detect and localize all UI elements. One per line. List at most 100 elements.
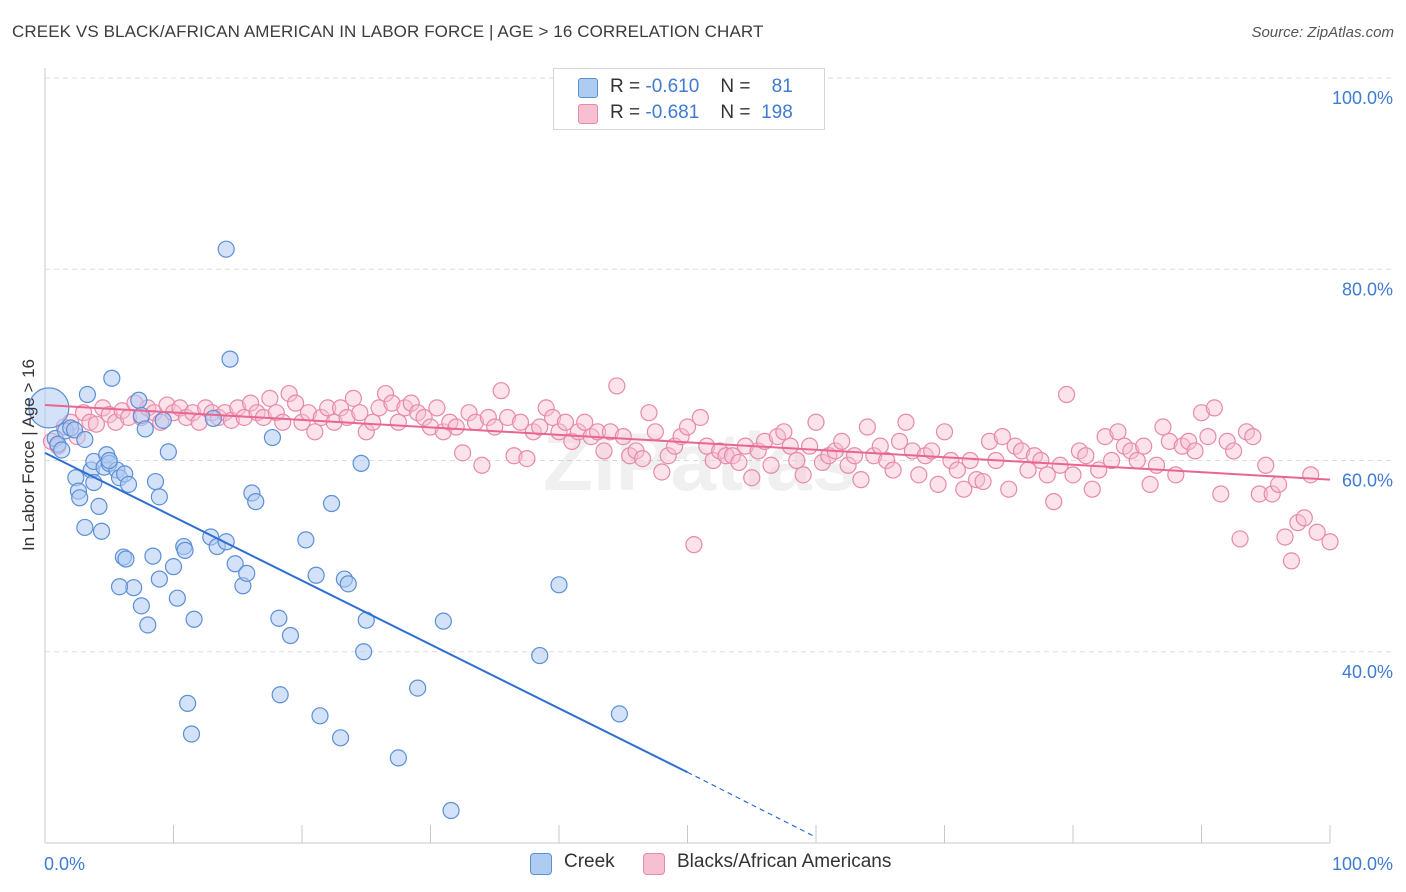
legend-r-value: -0.610 [645, 76, 700, 97]
data-point-black [800, 437, 819, 455]
y-tick-label: 80.0% [1342, 279, 1393, 299]
data-point-creek [434, 612, 452, 630]
data-point-black [376, 384, 395, 403]
data-point-black [543, 408, 562, 427]
data-point-black [344, 389, 362, 407]
y-tick-label: 60.0% [1342, 471, 1393, 491]
data-point-black [1263, 485, 1281, 503]
data-point-black [286, 394, 305, 412]
data-point-black [1302, 466, 1320, 484]
tick-labels: 40.0% 60.0% 80.0% 100.0% 0.0% 100.0% [44, 88, 1393, 874]
data-point-black [923, 442, 941, 460]
data-point-black [274, 413, 292, 431]
data-point-black [871, 437, 889, 455]
data-point-black [518, 449, 536, 468]
data-point-black [1269, 475, 1288, 494]
data-point-black [556, 413, 575, 431]
data-point-black [640, 404, 658, 422]
data-point-black [1057, 385, 1076, 404]
data-point-black [968, 471, 986, 489]
data-point-black [1225, 442, 1243, 460]
data-point-black [1077, 447, 1095, 465]
data-point-black [1205, 399, 1223, 417]
data-point-creek [270, 609, 288, 627]
creek-swatch [578, 78, 598, 98]
data-point-creek [247, 493, 265, 511]
data-point-black [81, 413, 99, 431]
data-point-black [993, 427, 1011, 446]
data-point-black [833, 432, 851, 450]
data-point-creek [76, 430, 94, 449]
data-point-black [492, 382, 510, 400]
data-point-creek [103, 369, 121, 387]
data-point-black [1321, 533, 1339, 551]
source-label: Source: ZipAtlas.com [1251, 24, 1394, 41]
creek-swatch [530, 853, 552, 875]
data-point-black [878, 451, 896, 470]
data-point-black [1160, 432, 1178, 450]
data-point-black [402, 394, 420, 412]
data-point-creek [76, 518, 94, 537]
data-point-black [685, 536, 703, 554]
data-point-black [1128, 451, 1146, 470]
data-point-black [261, 389, 279, 407]
legend-n-label: N = [720, 102, 751, 123]
trend-lines [44, 404, 1331, 838]
data-point-black [723, 447, 742, 465]
data-point-creek [119, 475, 138, 494]
data-point-creek [355, 643, 373, 661]
data-point-black [415, 408, 433, 427]
data-point-black [1045, 493, 1063, 511]
data-point-creek [28, 387, 70, 429]
data-point-black [389, 413, 407, 431]
data-point-creek [271, 686, 289, 704]
data-point-creek [185, 610, 203, 628]
trend-line-black [44, 404, 1331, 481]
data-point-creek [409, 679, 427, 697]
data-point-creek [352, 454, 370, 472]
data-point-black [595, 442, 613, 460]
data-point-creek [610, 705, 628, 723]
data-point-black [1096, 427, 1114, 446]
data-point-black [704, 451, 722, 470]
data-point-black [576, 413, 594, 431]
data-point-creek [322, 494, 341, 513]
legend-r-label: R = [610, 102, 641, 123]
data-point-black [730, 453, 748, 472]
data-point-black [531, 418, 549, 436]
legend-n-label: N = [720, 76, 751, 97]
data-point-creek [204, 409, 222, 428]
data-point-black [383, 394, 401, 412]
data-point-black [601, 423, 620, 441]
data-point-black [87, 415, 106, 433]
data-point-black [929, 475, 947, 494]
data-point-black [351, 404, 369, 422]
data-point-black [319, 399, 337, 417]
legend-n-value: 198 [761, 102, 793, 123]
data-point-creek [130, 391, 148, 409]
data-point-black [306, 423, 324, 441]
data-point-black [858, 418, 877, 436]
trend-line-creek-extension [687, 771, 817, 838]
data-point-black [781, 437, 799, 455]
data-point-black [1192, 404, 1211, 422]
data-point-black [743, 469, 761, 487]
trend-line-creek [44, 451, 688, 774]
data-point-black [473, 456, 491, 474]
data-point-creek [110, 578, 129, 596]
data-point-creek [442, 801, 460, 820]
data-point-black [1167, 466, 1185, 484]
data-point-creek [78, 385, 97, 404]
data-point-black [1000, 480, 1018, 498]
x-tick-label: 0.0% [44, 854, 85, 874]
data-point-black [1102, 451, 1121, 470]
y-axis-title: In Labor Force | Age > 16 [19, 359, 38, 551]
data-point-black [980, 432, 999, 450]
data-point-creek [221, 350, 239, 368]
data-point-black [364, 413, 382, 431]
black-swatch [578, 104, 598, 124]
data-point-black [608, 377, 626, 395]
data-point-black [1218, 432, 1236, 450]
data-point-black [588, 423, 607, 441]
data-point-black [1250, 485, 1268, 503]
